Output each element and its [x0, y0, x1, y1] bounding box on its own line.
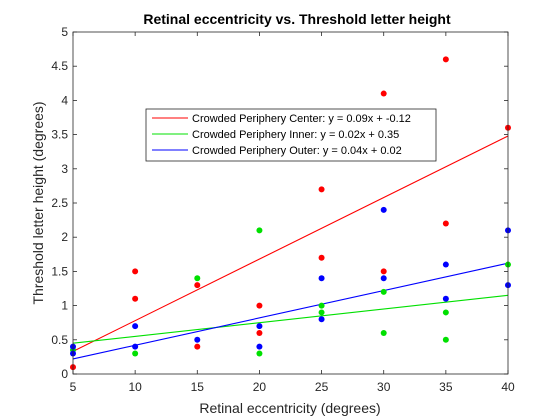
data-point-series-1: [194, 275, 201, 282]
data-point-series-1: [442, 309, 449, 316]
data-point-series-0: [318, 254, 325, 261]
data-point-series-2: [442, 261, 449, 268]
y-tick-label: 3: [61, 162, 68, 176]
legend-box: [145, 108, 437, 162]
data-points: [70, 56, 511, 371]
y-axis-ticks: 0 0.5 1 1.5 2 2.5 3 3.5 4 4.5 5: [51, 25, 508, 381]
chart-title: Retinal eccentricity vs. Threshold lette…: [143, 11, 451, 27]
legend-entries: Crowded Periphery Center: y = 0.09x + -0…: [152, 113, 411, 157]
y-tick-label: 4.5: [51, 59, 68, 73]
fit-line-series-2: [72, 262, 509, 360]
data-point-series-1: [380, 288, 387, 295]
y-tick-label: 4: [61, 93, 68, 107]
x-tick-label: 5: [70, 380, 77, 394]
x-tick-label: 25: [315, 380, 329, 394]
data-point-series-0: [132, 268, 139, 275]
x-tick-label: 10: [128, 380, 142, 394]
x-axis-label: Retinal eccentricity (degrees): [199, 400, 380, 416]
data-point-series-1: [256, 350, 263, 357]
y-tick-label: 5: [61, 25, 68, 39]
y-tick-label: 0: [61, 367, 68, 381]
data-point-series-2: [380, 275, 387, 282]
x-tick-label: 30: [377, 380, 391, 394]
fit-line-series-0: [72, 135, 509, 352]
x-tick-label: 40: [501, 380, 515, 394]
legend-label: Crowded Periphery Outer: y = 0.04x + 0.0…: [192, 145, 402, 157]
data-point-series-2: [318, 275, 325, 282]
data-point-series-1: [318, 309, 325, 316]
data-point-series-2: [256, 343, 263, 350]
y-tick-label: 1.5: [51, 264, 68, 278]
legend: Crowded Periphery Center: y = 0.09x + -0…: [145, 108, 437, 162]
x-tick-label: 35: [439, 380, 453, 394]
y-tick-label: 0.5: [51, 333, 68, 347]
data-point-series-0: [256, 329, 263, 336]
data-point-series-0: [442, 220, 449, 227]
data-point-series-1: [256, 227, 263, 234]
data-point-series-2: [194, 336, 201, 343]
data-point-series-2: [132, 323, 139, 330]
legend-label: Crowded Periphery Inner: y = 0.02x + 0.3…: [192, 129, 399, 141]
data-point-series-0: [442, 56, 449, 63]
data-point-series-0: [380, 268, 387, 275]
data-point-series-0: [194, 343, 201, 350]
data-point-series-0: [194, 282, 201, 289]
x-axis-ticks: 5 10 15 20 25 30 35 40: [70, 32, 515, 394]
data-point-series-0: [380, 90, 387, 97]
y-tick-label: 3.5: [51, 128, 68, 142]
data-point-series-1: [442, 336, 449, 343]
data-point-series-0: [318, 186, 325, 193]
fit-line-series-1: [72, 294, 509, 344]
data-point-series-1: [380, 329, 387, 336]
data-point-series-2: [380, 206, 387, 213]
legend-label: Crowded Periphery Center: y = 0.09x + -0…: [192, 113, 411, 125]
data-point-series-0: [256, 302, 263, 309]
data-point-series-1: [132, 350, 139, 357]
data-point-series-1: [318, 302, 325, 309]
x-tick-label: 15: [191, 380, 205, 394]
data-point-series-2: [442, 295, 449, 302]
y-tick-label: 2.5: [51, 196, 68, 210]
plot-area: [73, 32, 508, 374]
data-point-series-2: [132, 343, 139, 350]
fit-lines: [72, 135, 509, 360]
y-tick-label: 2: [61, 230, 68, 244]
y-axis-label: Threshold letter height (degrees): [30, 101, 46, 304]
x-tick-label: 20: [253, 380, 267, 394]
data-point-series-0: [132, 295, 139, 302]
y-tick-label: 1: [61, 299, 68, 313]
data-point-series-2: [318, 316, 325, 323]
data-point-series-2: [256, 323, 263, 330]
